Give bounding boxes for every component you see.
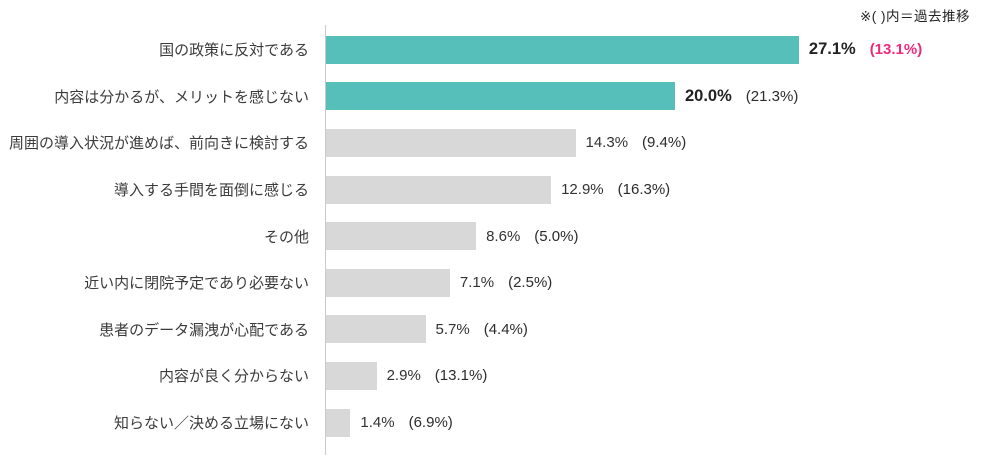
bar (326, 82, 675, 111)
bar (326, 175, 552, 204)
bar (326, 408, 351, 437)
bar-area: 7.1% (2.5%) (326, 268, 1000, 297)
chart-row: 患者のデータ漏洩が心配である 5.7% (4.4%) (0, 306, 1000, 353)
previous-value-label: (6.9%) (408, 414, 453, 432)
bar (326, 222, 477, 251)
chart-row: 近い内に閉院予定であり必要ない 7.1% (2.5%) (0, 259, 1000, 306)
previous-value-label: (2.5%) (508, 274, 553, 292)
bar-area: 20.0% (21.3%) (326, 82, 1000, 111)
chart-row: 国の政策に反対である 27.1% (13.1%) (0, 27, 1000, 74)
bar-area: 5.7% (4.4%) (326, 315, 1000, 344)
value-label: 27.1% (808, 40, 856, 59)
category-label: 知らない／決める立場にない (113, 415, 309, 433)
bar-area: 14.3% (9.4%) (326, 128, 1000, 157)
previous-value-label: (16.3%) (617, 181, 671, 199)
chart-annotation: ※( )内＝過去推移 (859, 9, 970, 24)
category-label: 国の政策に反対である (159, 42, 309, 60)
chart-row: 周囲の導入状況が進めば、前向きに検討する 14.3% (9.4%) (0, 120, 1000, 167)
chart-row: 知らない／決める立場にない 1.4% (6.9%) (0, 399, 1000, 446)
category-label: 内容が良く分からない (158, 368, 309, 386)
bar-area: 12.9% (16.3%) (326, 175, 1000, 204)
category-label: 周囲の導入状況が進めば、前向きに検討する (8, 135, 309, 153)
bar (326, 315, 426, 344)
chart-row: 導入する手間を面倒に感じる 12.9% (16.3%) (0, 166, 1000, 213)
value-label: 12.9% (561, 181, 604, 199)
chart-row: 内容が良く分からない 2.9% (13.1%) (0, 353, 1000, 400)
previous-value-label: (5.0%) (534, 227, 579, 245)
value-label: 5.7% (435, 320, 470, 338)
bar (326, 361, 377, 390)
chart-rows: 国の政策に反対である 27.1% (13.1%) 内容は分かるが、メリットを感じ… (0, 27, 1000, 446)
category-label: 内容は分かるが、メリットを感じない (54, 88, 309, 106)
bar-area: 1.4% (6.9%) (326, 408, 1000, 437)
previous-value-label: (9.4%) (642, 134, 687, 152)
category-label: その他 (263, 228, 309, 246)
y-axis-line (325, 25, 326, 455)
category-label: 近い内に閉院予定であり必要ない (84, 275, 309, 293)
value-label: 1.4% (360, 414, 395, 432)
bar (326, 128, 576, 157)
value-label: 2.9% (386, 367, 421, 385)
previous-value-label: (4.4%) (483, 320, 528, 338)
value-label: 7.1% (459, 274, 495, 292)
chart-row: 内容は分かるが、メリットを感じない 20.0% (21.3%) (0, 73, 1000, 120)
bar-area: 2.9% (13.1%) (326, 361, 1000, 390)
bar (326, 35, 799, 64)
bar (326, 268, 450, 297)
previous-value-label: (13.1%) (434, 367, 488, 385)
bar-area: 27.1% (13.1%) (326, 35, 1000, 64)
previous-value-label: (13.1%) (869, 41, 923, 59)
value-label: 8.6% (486, 227, 521, 245)
previous-value-label: (21.3%) (745, 87, 799, 105)
bar-area: 8.6% (5.0%) (326, 222, 1000, 251)
value-label: 14.3% (585, 134, 629, 152)
chart-row: その他 8.6% (5.0%) (0, 213, 1000, 260)
value-label: 20.0% (685, 86, 732, 105)
category-label: 導入する手間を面倒に感じる (113, 182, 309, 200)
category-label: 患者のデータ漏洩が心配である (99, 321, 309, 339)
